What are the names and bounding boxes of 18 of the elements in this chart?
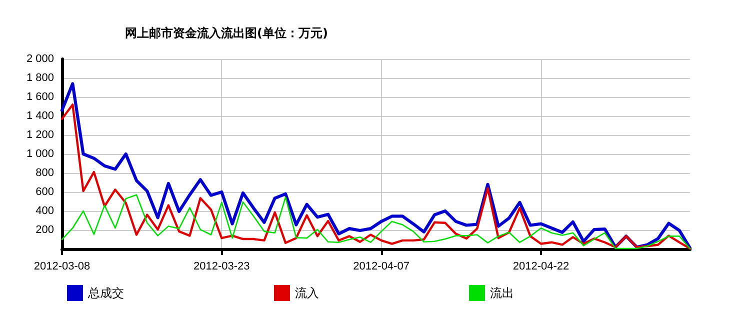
y-tick-label: 1 200 <box>26 129 54 141</box>
x-tick-label: 2012-03-23 <box>194 260 250 272</box>
y-tick-label: 200 <box>36 224 54 236</box>
y-tick-label: 1 800 <box>26 72 54 84</box>
x-tick-label: 2012-04-22 <box>512 260 570 272</box>
y-tick-label: 400 <box>36 205 54 217</box>
x-tick-label: 2012-04-07 <box>353 260 410 272</box>
x-tick-label: 2012-03-08 <box>34 260 90 272</box>
y-tick-label: 800 <box>36 167 54 179</box>
y-tick-label: 2 000 <box>26 53 54 65</box>
legend-label: 总成交 <box>87 286 124 300</box>
y-tick-label: 1 600 <box>26 91 54 103</box>
y-tick-label: 600 <box>36 186 54 198</box>
chart-title: 网上邮市资金流入流出图(单位：万元) <box>125 26 328 40</box>
y-tick-label: 1 000 <box>26 148 54 160</box>
legend-label: 流出 <box>490 286 514 300</box>
y-tick-label: 1 400 <box>26 110 54 122</box>
legend-label: 流入 <box>295 286 319 300</box>
